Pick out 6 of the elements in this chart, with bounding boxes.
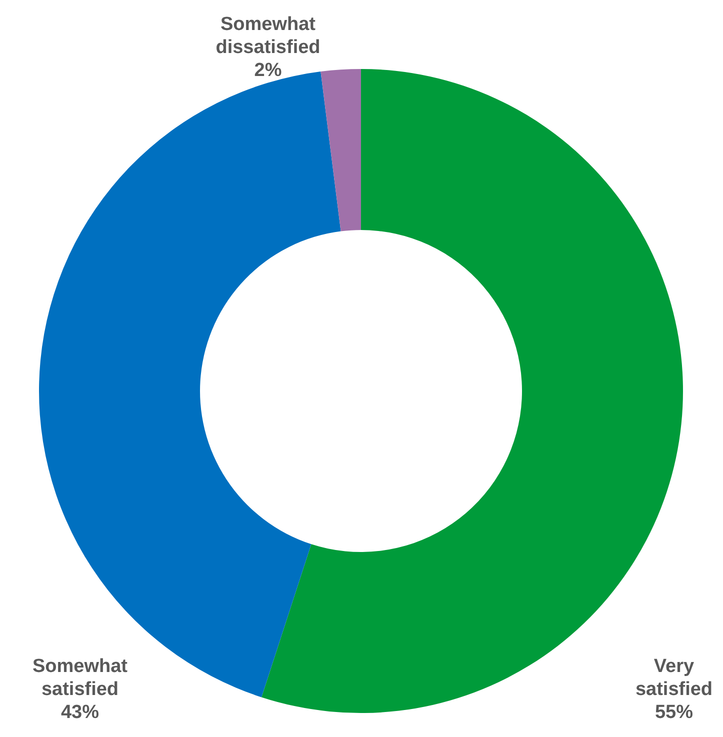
slice-label: Somewhat dissatisfied [216, 14, 320, 58]
slice-label: Somewhat satisfied [32, 656, 128, 700]
slice-label: Very satisfied [635, 656, 713, 700]
data-label: 2% [254, 60, 282, 82]
data-label: 55% [654, 702, 694, 724]
data-label: 43% [60, 702, 100, 724]
